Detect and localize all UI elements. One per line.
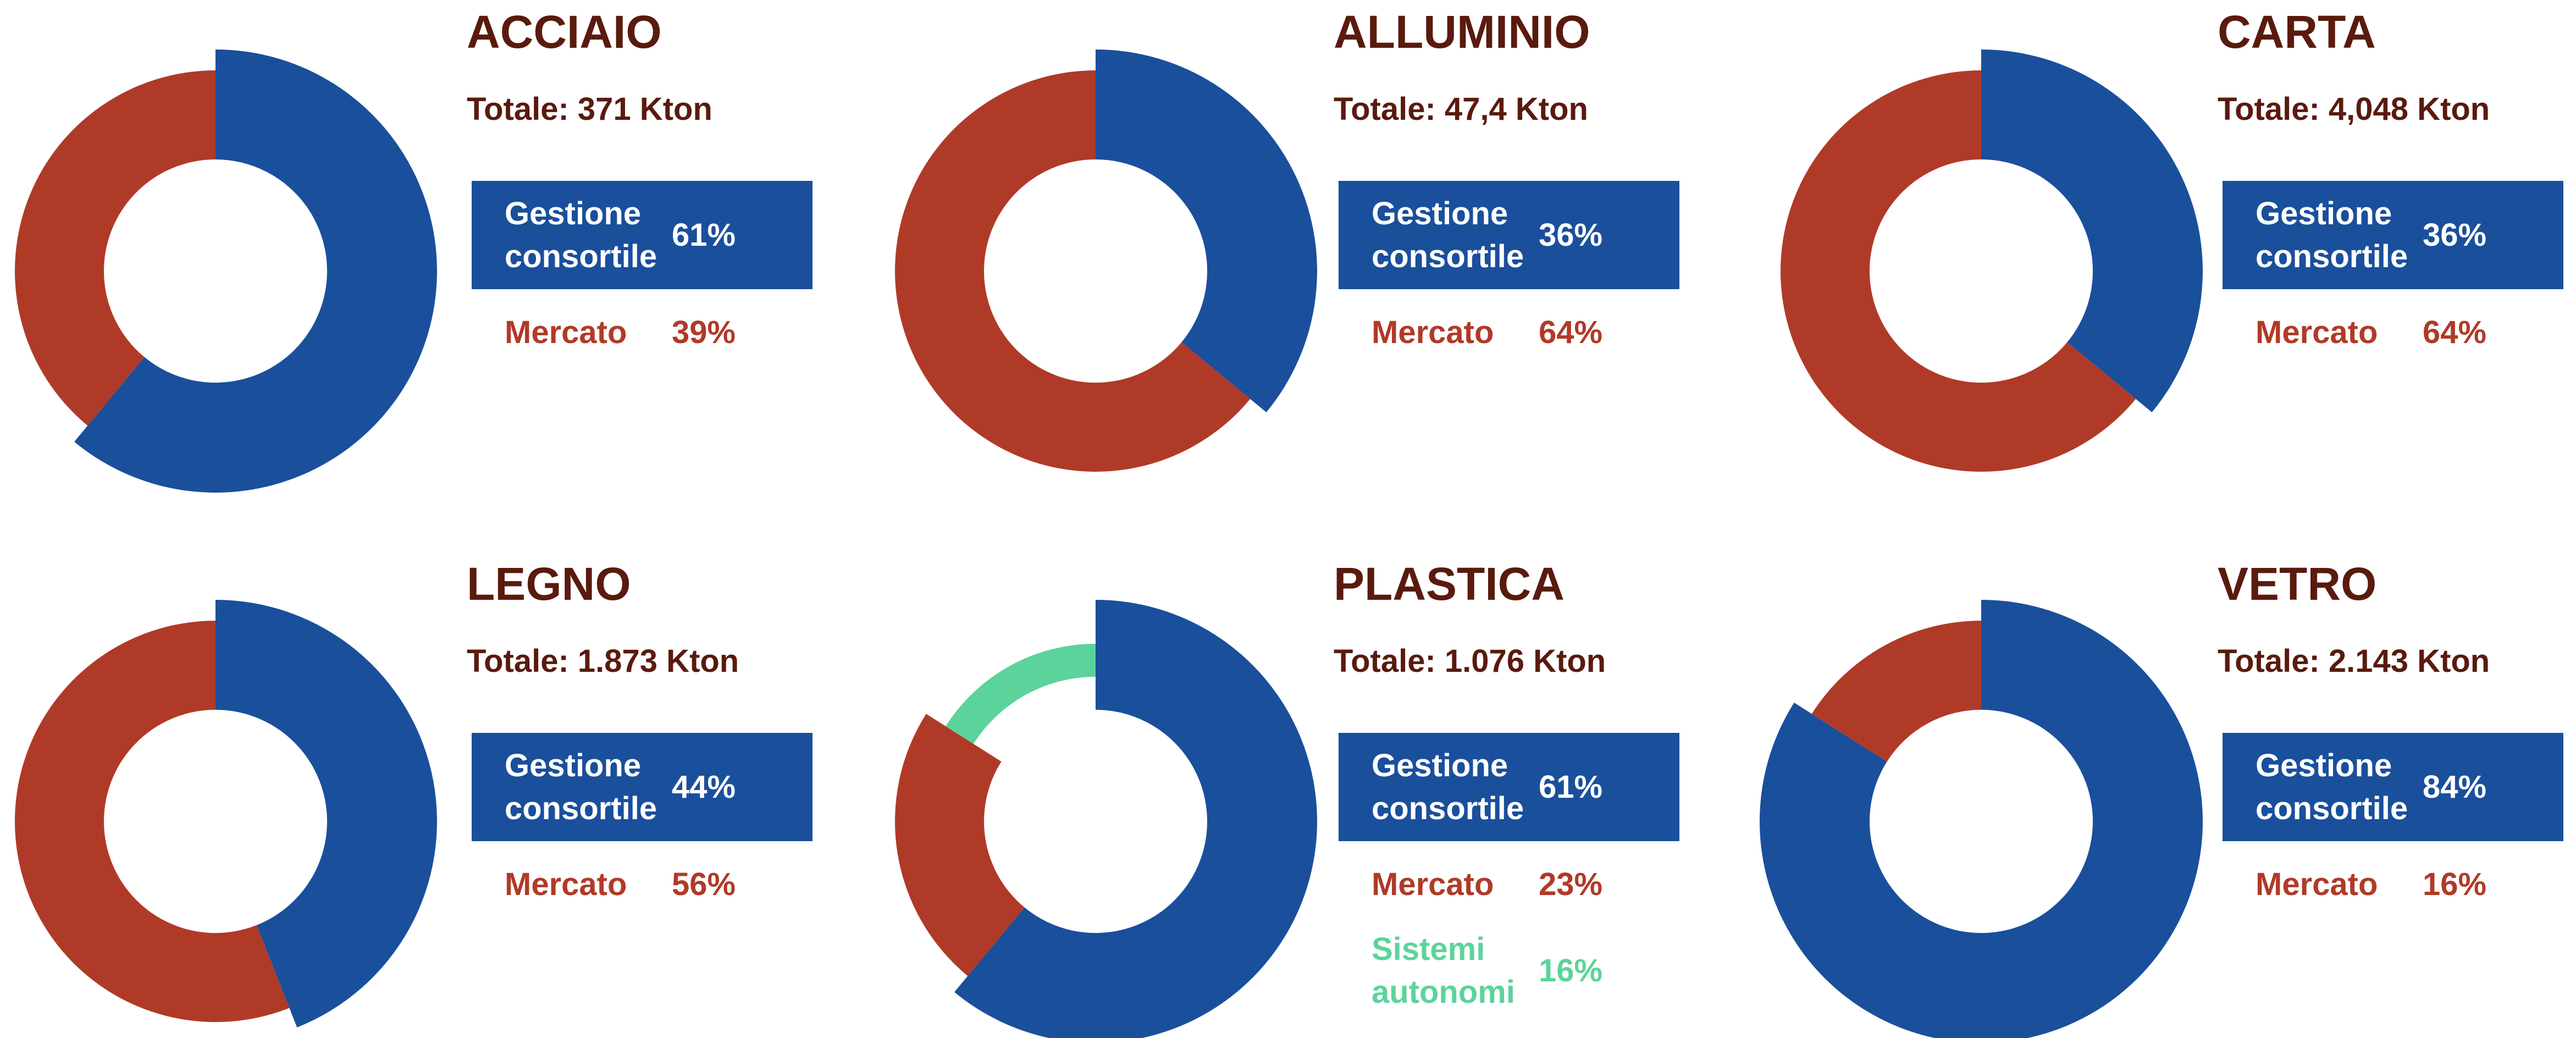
legend-label: Gestione consortile <box>2256 747 2408 826</box>
chart-subtitle: Totale: 4,048 Kton <box>2218 91 2490 127</box>
legend-label: Mercato <box>1372 314 1494 350</box>
chart-title: ALLUMINIO <box>1334 6 1590 58</box>
legend-entry: Sistemi autonomi 16% <box>1339 928 1679 1014</box>
legend-entry: Gestione consortile 36% <box>1339 181 1679 289</box>
donut <box>895 600 1317 1038</box>
donut-segment <box>1811 621 1981 762</box>
donut-segment <box>1760 600 2203 1038</box>
legend: Gestione consortile 44% Mercato 56% <box>472 733 812 906</box>
legend-label: Mercato <box>1372 866 1494 902</box>
value-label: 61% <box>672 217 736 253</box>
value-label: 23% <box>1539 866 1603 902</box>
legend-entry: Gestione consortile 84% <box>2223 733 2563 841</box>
value-label: 64% <box>2423 314 2487 350</box>
donut <box>15 49 437 493</box>
chart-title: PLASTICA <box>1334 558 1565 610</box>
legend-label: Gestione consortile <box>2256 195 2408 274</box>
legend-entry: Gestione consortile 36% <box>2223 181 2563 289</box>
value-label: 39% <box>672 314 736 350</box>
legend-entry: Gestione consortile 44% <box>472 733 812 841</box>
donut-segment <box>895 714 1025 976</box>
donut-segment <box>954 600 1317 1038</box>
value-label: 36% <box>1539 217 1603 253</box>
donut <box>15 600 437 1028</box>
chart-title: CARTA <box>2218 6 2376 58</box>
legend-entry: Mercato 39% <box>472 311 812 354</box>
donut <box>894 49 1318 472</box>
legend: Gestione consortile 84% Mercato 16% <box>2223 733 2563 906</box>
value-label: 56% <box>672 866 736 902</box>
chart-subtitle: Totale: 1.873 Kton <box>467 643 739 679</box>
donut-segment <box>894 70 1251 472</box>
legend: Gestione consortile 61% Mercato 39% <box>472 181 812 354</box>
chart-subtitle: Totale: 47,4 Kton <box>1334 91 1588 127</box>
legend-label: Gestione consortile <box>505 747 657 826</box>
legend-label: Mercato <box>2256 314 2378 350</box>
legend-entry: Mercato 16% <box>2223 863 2563 906</box>
value-label: 44% <box>672 769 736 805</box>
legend-label: Sistemi autonomi <box>1372 931 1515 1010</box>
donut-segment <box>1781 70 2136 472</box>
legend-entry: Mercato 64% <box>1339 311 1679 354</box>
legend-label: Gestione consortile <box>1372 747 1524 826</box>
legend-entry: Mercato 56% <box>472 863 812 906</box>
donut-segment <box>1096 49 1318 412</box>
donut <box>1781 49 2203 472</box>
legend: Gestione consortile 36% Mercato 64% <box>2223 181 2563 354</box>
chart-subtitle: Totale: 1.076 Kton <box>1334 643 1606 679</box>
legend-label: Mercato <box>505 866 627 902</box>
chart-subtitle: Totale: 371 Kton <box>467 91 712 127</box>
value-label: 64% <box>1539 314 1603 350</box>
legend-entry: Gestione consortile 61% <box>1339 733 1679 841</box>
legend-label: Gestione consortile <box>1372 195 1524 274</box>
value-label: 16% <box>1539 953 1603 989</box>
value-label: 84% <box>2423 769 2487 805</box>
legend-label: Mercato <box>505 314 627 350</box>
donut-segment <box>946 644 1096 744</box>
value-label: 36% <box>2423 217 2487 253</box>
legend: Gestione consortile 61% Mercato 23% Sistemi … <box>1339 733 1679 1014</box>
chart-title: VETRO <box>2218 558 2377 610</box>
donut-segment <box>215 600 437 1028</box>
legend-entry: Gestione consortile 61% <box>472 181 812 289</box>
donut-segment <box>15 621 290 1022</box>
legend-entry: Mercato 23% <box>1339 863 1679 906</box>
donut <box>1760 600 2203 1038</box>
chart-title: LEGNO <box>467 558 631 610</box>
legend-entry: Mercato 64% <box>2223 311 2563 354</box>
chart-title: ACCIAIO <box>467 6 662 58</box>
donut-segment <box>15 70 215 426</box>
legend-label: Gestione consortile <box>505 195 657 274</box>
chart-subtitle: Totale: 2.143 Kton <box>2218 643 2490 679</box>
donut-segment <box>74 49 437 493</box>
legend: Gestione consortile 36% Mercato 64% <box>1339 181 1679 354</box>
legend-label: Mercato <box>2256 866 2378 902</box>
value-label: 16% <box>2423 866 2487 902</box>
value-label: 61% <box>1539 769 1603 805</box>
donut-segment <box>1981 49 2203 412</box>
